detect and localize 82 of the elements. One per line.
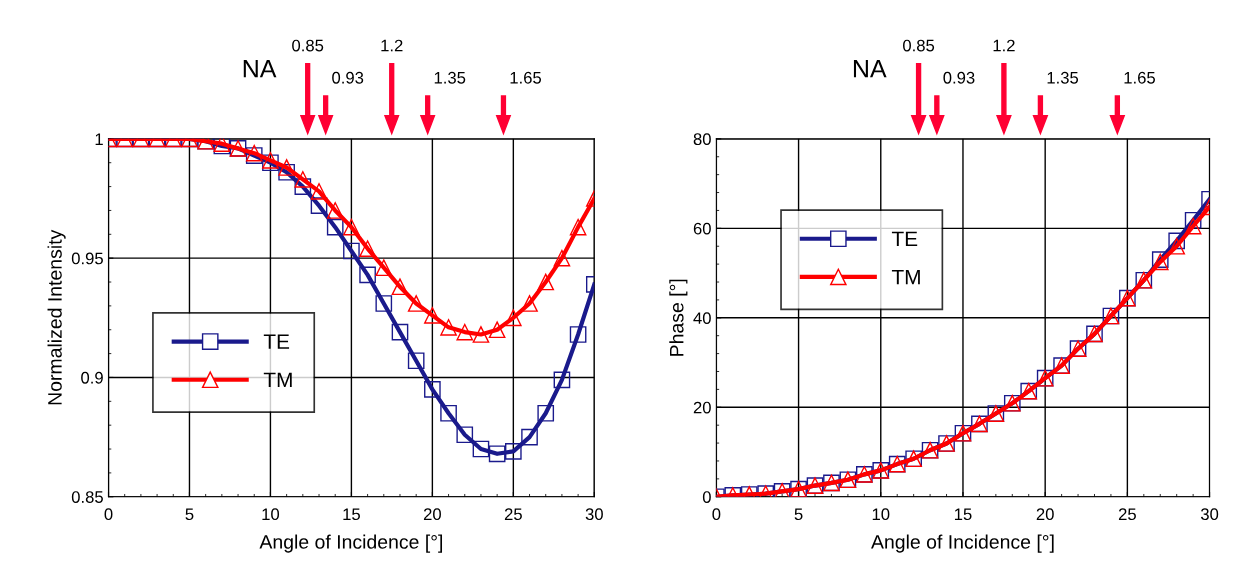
y-tick-label: 0.95 xyxy=(71,252,103,265)
point xyxy=(472,440,490,458)
x-tick-label: 30 xyxy=(585,508,603,521)
x-axis-title: Angle of Incidence [°] xyxy=(259,534,443,553)
point xyxy=(537,404,555,422)
text: NA xyxy=(243,60,277,78)
y-tick-label: 80 xyxy=(693,133,711,146)
x-tick-label: 20 xyxy=(1036,508,1054,521)
text: NA xyxy=(853,60,887,78)
point xyxy=(456,323,474,341)
point xyxy=(440,404,457,422)
point xyxy=(359,240,376,257)
x-tick-label: 15 xyxy=(954,508,972,521)
point xyxy=(505,309,522,327)
y-tick-label: 20 xyxy=(693,401,711,414)
y-tick-label: 1 xyxy=(95,133,103,145)
x-tick-label: 20 xyxy=(423,508,441,521)
point xyxy=(537,273,555,291)
point xyxy=(391,278,409,296)
point xyxy=(440,319,457,336)
point xyxy=(407,295,425,312)
point xyxy=(456,426,474,444)
x-tick-label: 25 xyxy=(504,508,522,521)
point xyxy=(569,326,587,343)
point xyxy=(310,183,328,200)
text: 0.93 xyxy=(332,71,364,84)
point xyxy=(488,321,506,339)
x-tick-label: 5 xyxy=(794,508,803,521)
text: 1.35 xyxy=(434,71,466,84)
y-tick-label: 0.9 xyxy=(81,371,103,384)
x-axis-title: Angle of Incidence [°] xyxy=(871,534,1054,553)
point xyxy=(326,218,344,236)
text: 1.65 xyxy=(1124,71,1155,84)
point xyxy=(553,249,571,267)
point xyxy=(472,326,490,343)
legend-label: TM xyxy=(263,372,292,388)
text: 0.85 xyxy=(903,39,935,52)
point xyxy=(375,259,393,277)
point xyxy=(294,171,312,188)
point xyxy=(407,352,425,370)
legend-label: TE xyxy=(263,334,290,349)
text: 0.85 xyxy=(292,39,324,52)
point xyxy=(391,323,409,341)
x-tick-label: 5 xyxy=(185,508,194,521)
text: 1.2 xyxy=(381,39,403,52)
y-tick-label: 0 xyxy=(702,491,711,503)
y-axis-title: Normalized Intensity xyxy=(47,229,66,405)
point xyxy=(1184,211,1202,229)
text: 1.35 xyxy=(1047,71,1079,84)
point xyxy=(359,266,376,284)
point xyxy=(488,445,506,463)
text: 1.2 xyxy=(993,39,1015,52)
text: 0.93 xyxy=(943,71,975,84)
point xyxy=(424,307,441,324)
point xyxy=(521,428,538,446)
point xyxy=(326,202,344,219)
x-tick-label: 30 xyxy=(1200,508,1219,521)
x-tick-label: 0 xyxy=(104,508,113,521)
point xyxy=(1168,232,1186,250)
y-tick-label: 0.85 xyxy=(71,491,103,503)
text: 1.65 xyxy=(510,71,542,84)
legend-label: TE xyxy=(891,231,918,247)
x-tick-label: 15 xyxy=(343,508,360,521)
point xyxy=(521,295,538,312)
y-tick-label: 60 xyxy=(693,222,711,235)
y-axis-title: Phase [°] xyxy=(669,279,688,356)
x-tick-label: 10 xyxy=(262,508,280,521)
legend-label: TM xyxy=(891,269,920,285)
point xyxy=(553,371,571,389)
point xyxy=(505,443,522,460)
x-tick-label: 25 xyxy=(1118,508,1136,521)
point xyxy=(343,218,360,236)
point xyxy=(569,218,587,236)
point xyxy=(343,242,360,260)
point xyxy=(1168,237,1186,255)
x-tick-label: 10 xyxy=(872,508,890,521)
point xyxy=(278,159,295,176)
point xyxy=(424,381,441,398)
x-tick-label: 0 xyxy=(712,508,721,521)
point xyxy=(1184,217,1202,235)
y-tick-label: 40 xyxy=(693,312,711,325)
point xyxy=(375,295,393,312)
